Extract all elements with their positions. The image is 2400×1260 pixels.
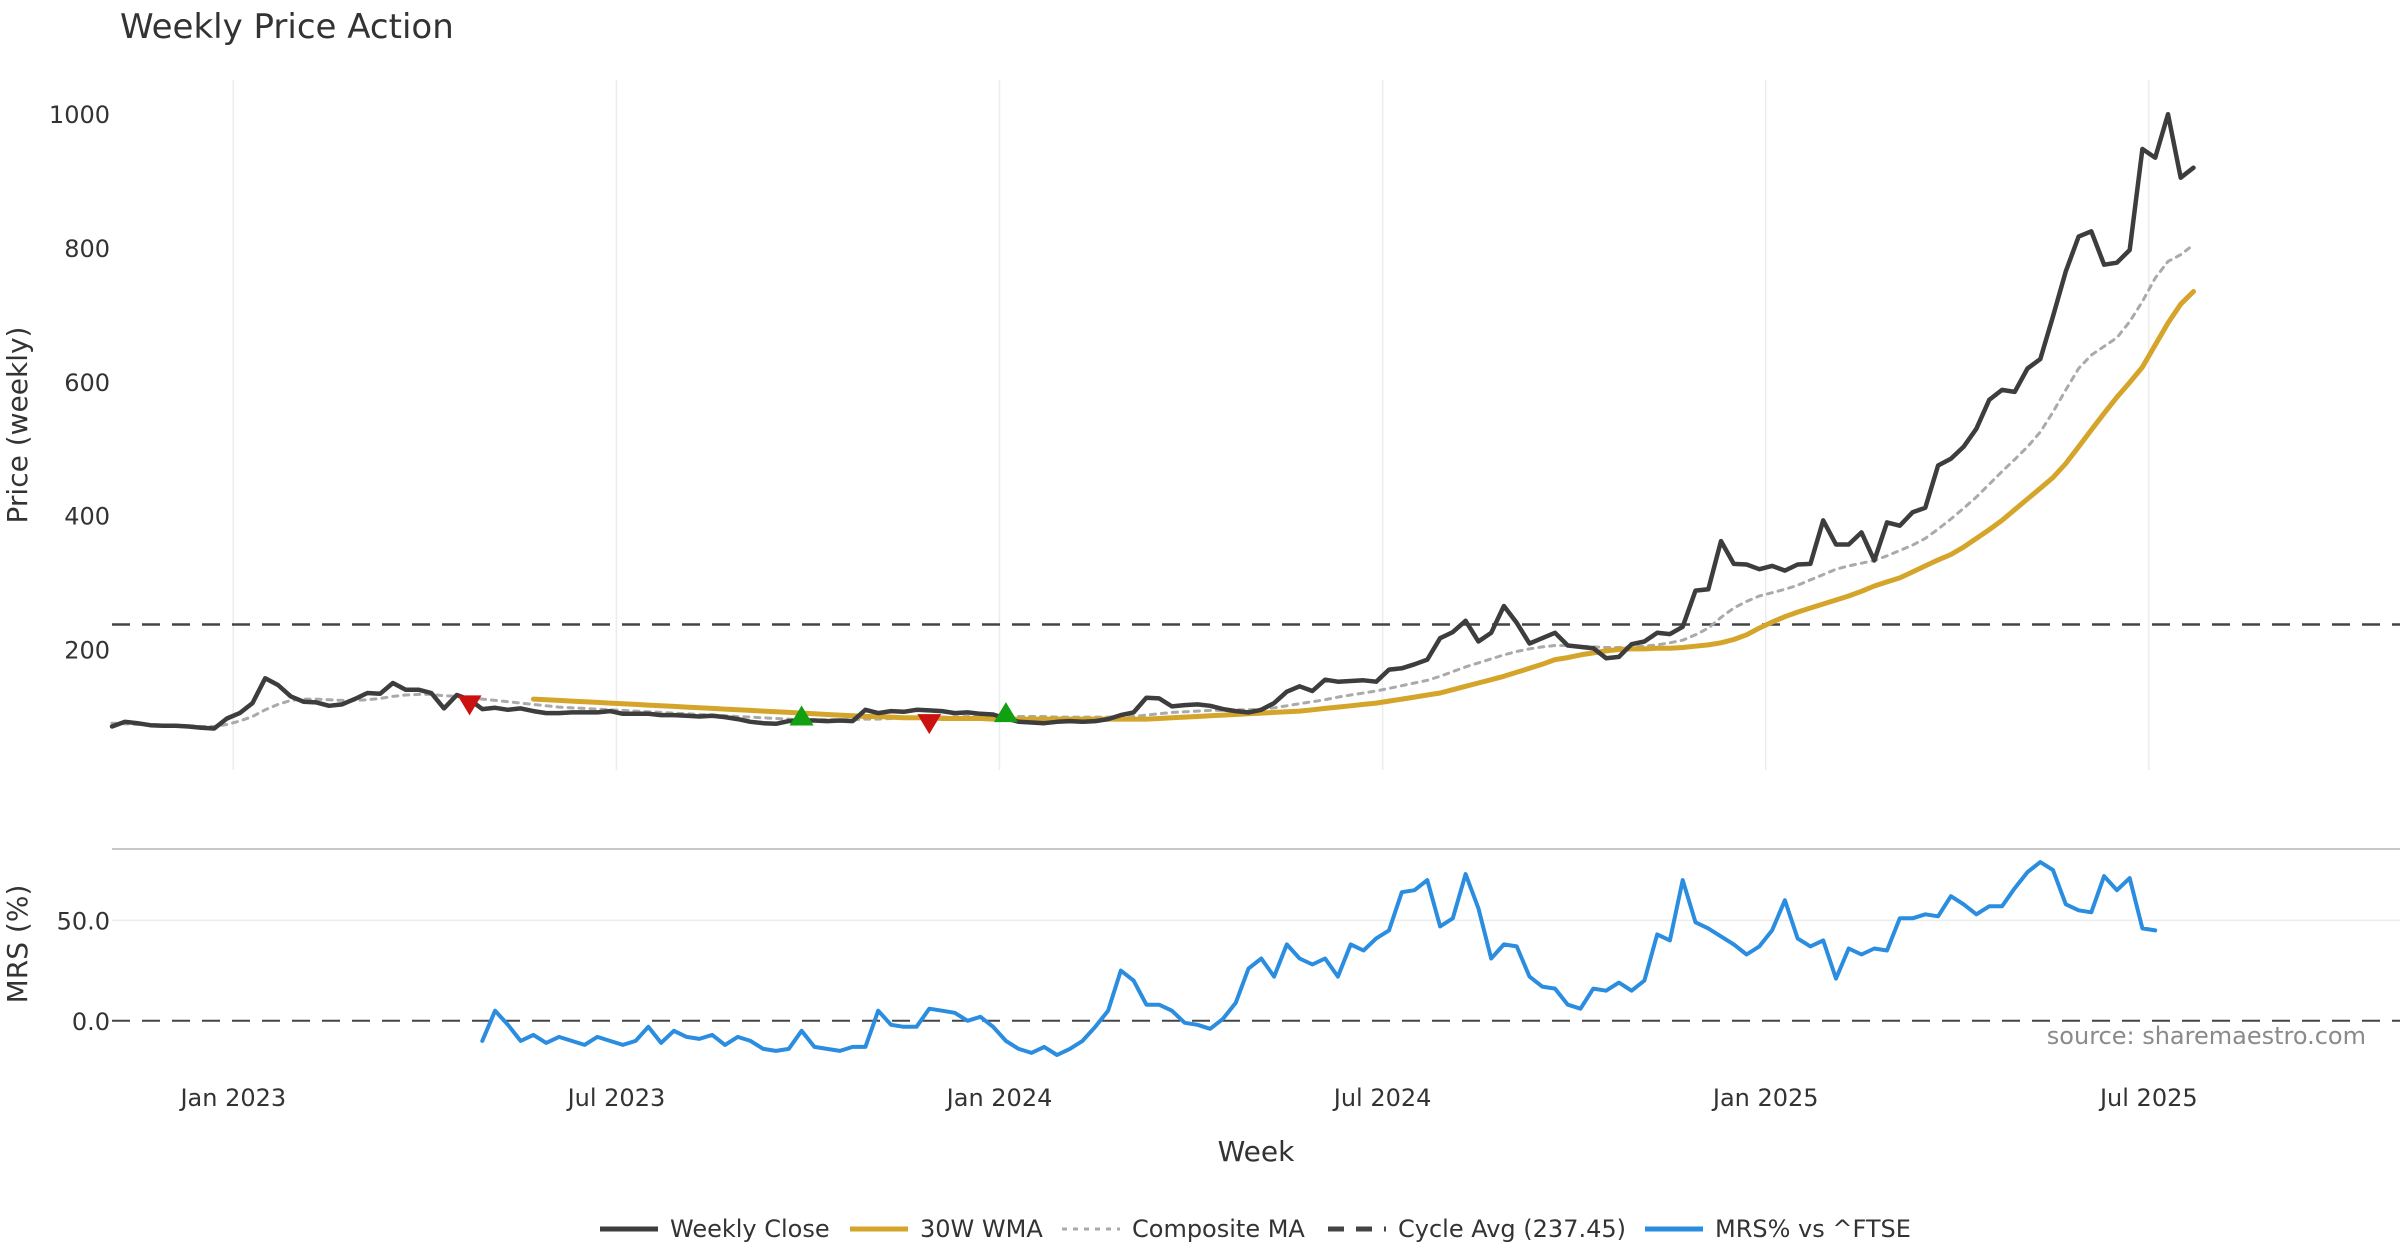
legend-label: Cycle Avg (237.45) xyxy=(1398,1215,1626,1243)
mrs-series xyxy=(480,860,2158,1057)
price-axis-ticks: 200 400 600 800 1000 xyxy=(49,101,110,664)
x-tick-label: Jan 2023 xyxy=(178,1084,286,1112)
legend-label: 30W WMA xyxy=(920,1215,1043,1243)
buy-signal-marker xyxy=(993,702,1018,723)
week-axis-label: Week xyxy=(1218,1135,1295,1168)
price-axis-label: Price (weekly) xyxy=(1,327,34,524)
price-tick-label: 800 xyxy=(64,235,110,263)
signal-markers xyxy=(457,695,1018,735)
price-tick-label: 400 xyxy=(64,503,110,531)
mrs-tick-label: 0.0 xyxy=(72,1008,110,1036)
legend-label: MRS% vs ^FTSE xyxy=(1715,1215,1911,1243)
x-tick-label: Jan 2025 xyxy=(1711,1084,1819,1112)
x-tick-label: Jul 2025 xyxy=(2098,1084,2198,1112)
x-tick-label: Jan 2024 xyxy=(945,1084,1053,1112)
buy-signal-marker xyxy=(789,705,814,726)
price-tick-label: 200 xyxy=(64,637,110,665)
sell-signal-marker xyxy=(917,714,942,735)
price-tick-label: 1000 xyxy=(49,101,110,129)
x-tick-label: Jul 2023 xyxy=(566,1084,666,1112)
vertical-gridlines xyxy=(232,80,2150,770)
legend-label: Weekly Close xyxy=(670,1215,830,1243)
30w-wma-line xyxy=(530,289,2196,722)
legend: Weekly Close 30W WMA Composite MA Cycle Avg… xyxy=(600,1215,1911,1243)
source-note: source: sharemaestro.com xyxy=(2047,1022,2366,1050)
weekly-close-line xyxy=(109,111,2196,731)
mrs-axis-label: MRS (%) xyxy=(1,885,34,1004)
mrs-axis-ticks: 0.0 50.0 xyxy=(57,907,2400,1036)
chart-title: Weekly Price Action xyxy=(120,7,454,47)
price-tick-label: 600 xyxy=(64,369,110,397)
week-axis-ticks: Jan 2023 Jul 2023 Jan 2024 Jul 2024 Jan 2025… xyxy=(178,1084,2197,1112)
mrs-tick-label: 50.0 xyxy=(57,907,110,935)
x-tick-label: Jul 2024 xyxy=(1332,1084,1432,1112)
price-series xyxy=(109,111,2196,731)
mrs-vs-ftse-line xyxy=(480,860,2158,1057)
sell-signal-marker xyxy=(457,695,482,716)
composite-ma-line xyxy=(110,243,2195,728)
legend-label: Composite MA xyxy=(1132,1215,1305,1243)
